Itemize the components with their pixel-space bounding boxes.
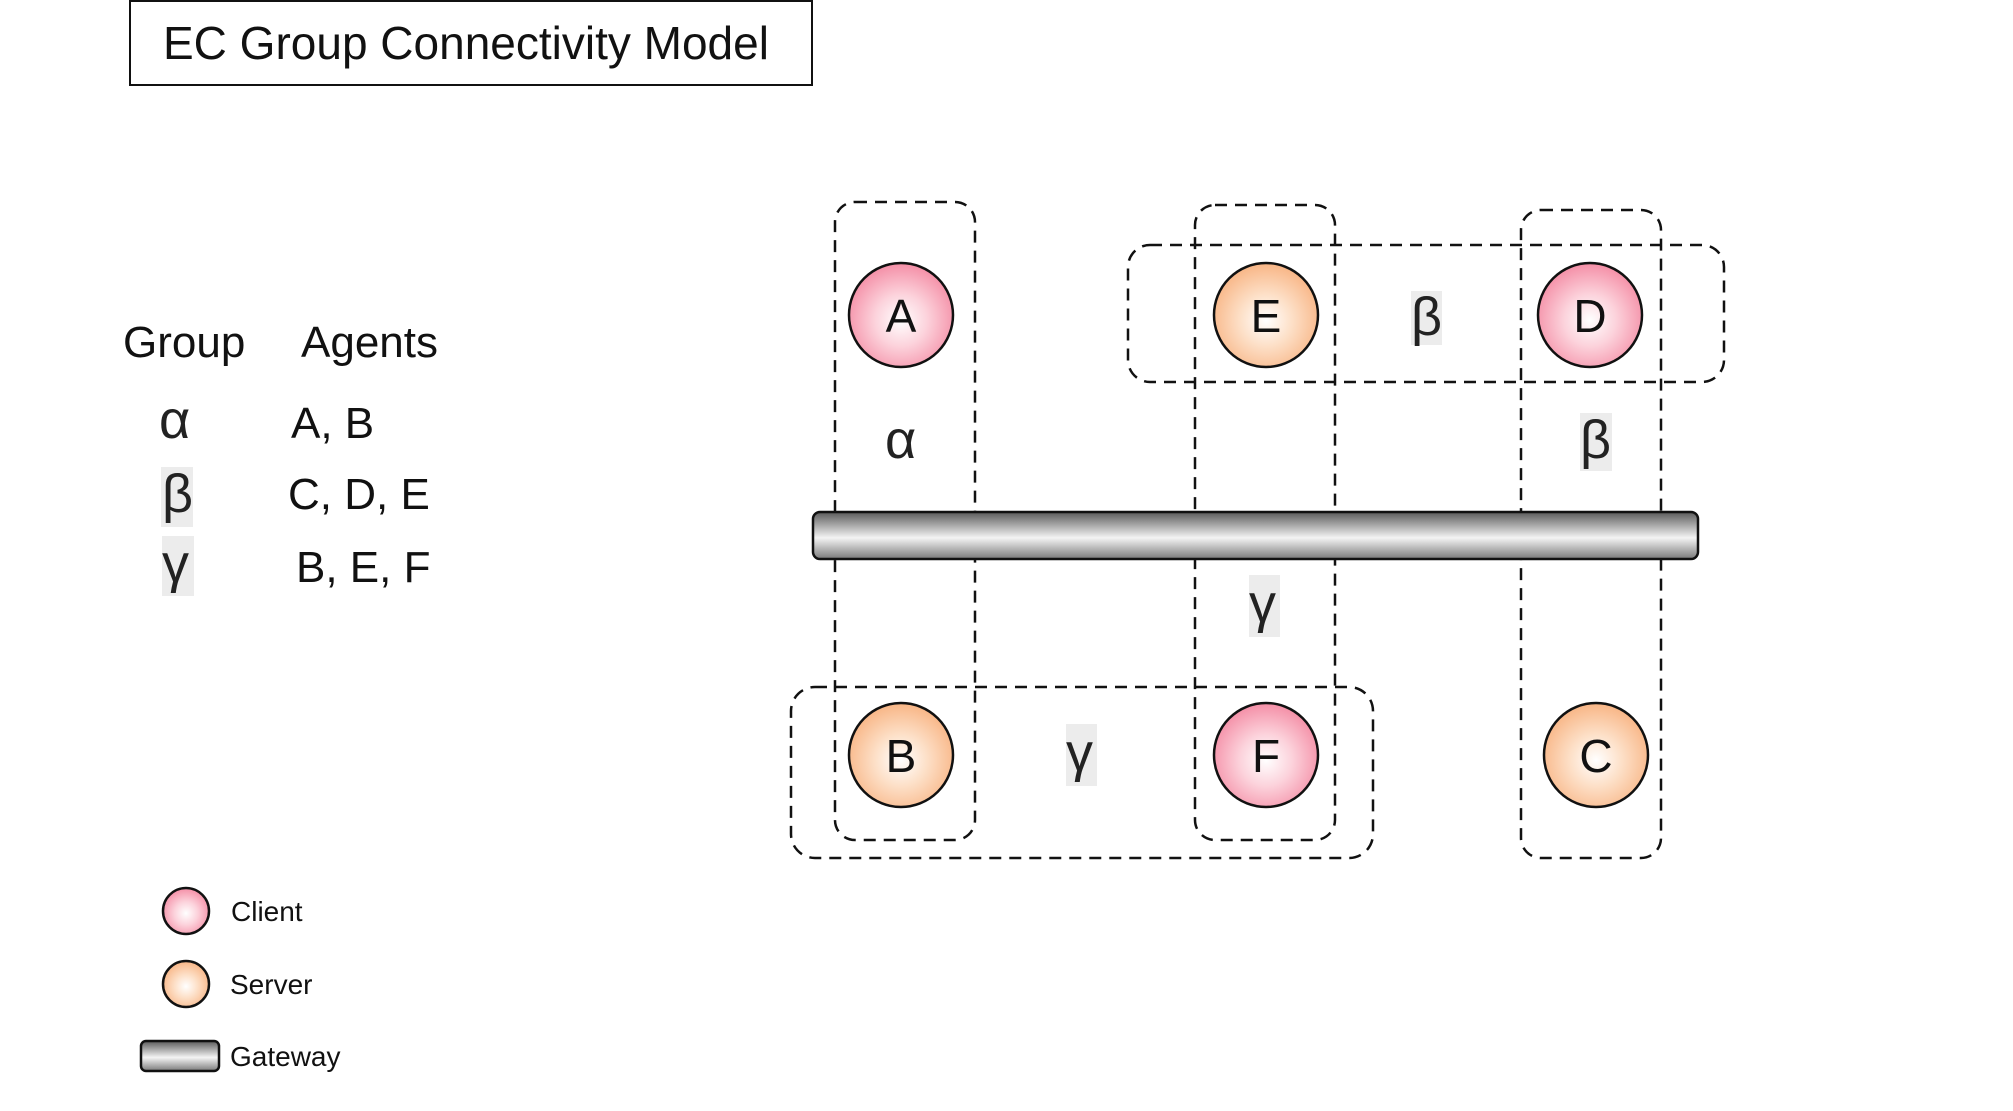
title-box: EC Group Connectivity Model bbox=[129, 0, 813, 86]
beta-label-horizontal: β bbox=[1411, 287, 1442, 347]
node-b-label: B bbox=[886, 730, 917, 782]
node-f: F bbox=[1212, 701, 1320, 809]
legend-gateway: Gateway bbox=[139, 1039, 341, 1073]
legend-server-label: Server bbox=[230, 969, 312, 1000]
beta-label-highlight-right bbox=[1580, 413, 1612, 471]
gateway-bar bbox=[811, 510, 1700, 561]
node-f-label: F bbox=[1252, 730, 1280, 782]
legend-gateway-label: Gateway bbox=[230, 1041, 341, 1072]
beta-symbol-highlight bbox=[161, 467, 193, 527]
gamma-label-vertical: γ bbox=[1249, 574, 1276, 634]
node-d-label: D bbox=[1573, 290, 1606, 342]
table-header-agents: Agents bbox=[301, 318, 438, 367]
node-d: D bbox=[1536, 261, 1644, 369]
table-row-gamma-agents: B, E, F bbox=[296, 543, 430, 592]
gateway-swatch bbox=[139, 1039, 221, 1073]
node-e: E bbox=[1212, 261, 1320, 369]
table-row-alpha-agents: A, B bbox=[291, 399, 374, 448]
table-row-beta-agents: C, D, E bbox=[288, 470, 430, 519]
table-row-beta-group: β bbox=[162, 464, 193, 524]
client-swatch bbox=[161, 886, 211, 936]
node-c-label: C bbox=[1579, 730, 1612, 782]
legend-client-label: Client bbox=[231, 896, 303, 927]
beta-label-vertical: β bbox=[1580, 410, 1611, 470]
gamma-label-highlight-bottom bbox=[1066, 724, 1097, 786]
node-c: C bbox=[1542, 701, 1650, 809]
gamma-symbol-highlight bbox=[162, 536, 194, 596]
node-a-label: A bbox=[886, 290, 917, 342]
page-title: EC Group Connectivity Model bbox=[163, 17, 769, 69]
alpha-label: α bbox=[885, 410, 916, 470]
legend-server: Server bbox=[161, 959, 312, 1009]
beta-horizontal-boundary bbox=[1126, 243, 1726, 384]
legend-client: Client bbox=[161, 886, 303, 936]
gamma-label-horizontal: γ bbox=[1066, 723, 1093, 783]
node-a: A bbox=[847, 261, 955, 369]
group-agents-table: Group Agents α A, B β C, D, E γ B, E, F bbox=[123, 318, 438, 596]
node-e-label: E bbox=[1251, 290, 1282, 342]
diagram-group-labels: α β β γ γ bbox=[885, 287, 1612, 786]
gamma-horizontal-boundary bbox=[789, 685, 1375, 860]
beta-label-highlight-top bbox=[1411, 291, 1442, 345]
server-swatch bbox=[161, 959, 211, 1009]
node-b: B bbox=[847, 701, 955, 809]
agent-nodes: A E D B F C bbox=[847, 261, 1650, 809]
legend: Client Server Gateway bbox=[139, 886, 341, 1073]
gamma-label-highlight-middle bbox=[1249, 575, 1280, 637]
table-row-gamma-group: γ bbox=[162, 534, 189, 594]
table-row-alpha-group: α bbox=[159, 390, 190, 450]
table-header-group: Group bbox=[123, 318, 245, 367]
